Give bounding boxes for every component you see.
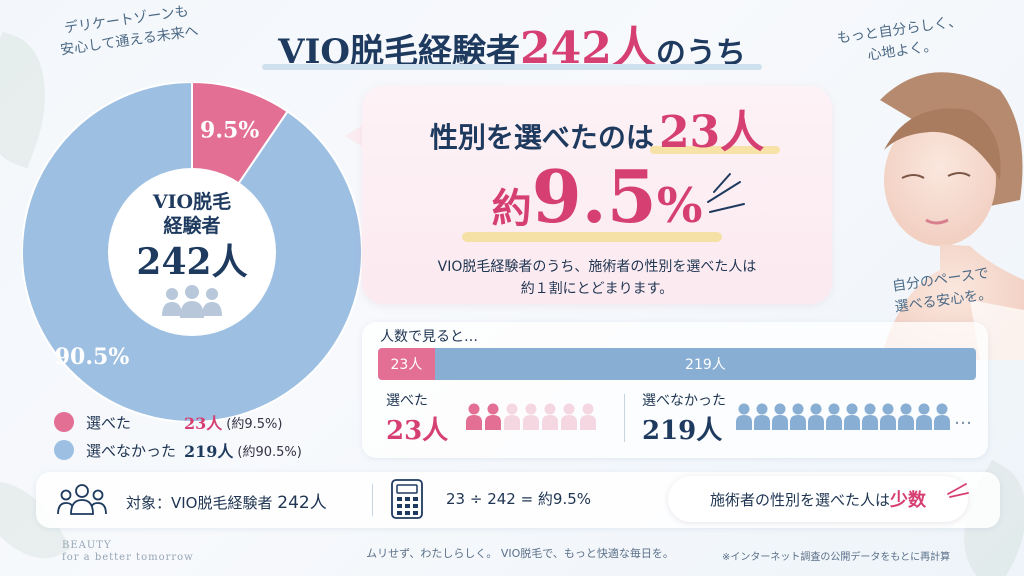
selected-people-icons — [466, 403, 596, 430]
person-icon — [826, 403, 842, 430]
people-group-icon — [162, 285, 222, 318]
legend-swatch — [54, 440, 74, 460]
source-note: ※インターネット調査の公開データをもとに再計算 — [722, 552, 951, 563]
person-icon — [934, 403, 950, 430]
panel-divider — [624, 394, 625, 442]
donut-hole — [108, 168, 276, 336]
bar-segment-selected: 23人 — [378, 348, 435, 380]
not-selected-label: 選べなかった — [642, 393, 726, 409]
summary-divider — [372, 484, 373, 516]
legend-item-not-selected: 選べなかった 219人 (約90.5%) — [54, 436, 354, 464]
person-icon — [561, 403, 577, 430]
person-icon — [736, 403, 752, 430]
legend-pct: (約90.5%) — [237, 444, 302, 460]
big-pct-underline — [462, 232, 722, 242]
big-pct-prefix: 約 — [491, 186, 532, 232]
target-count: 242人 — [277, 493, 327, 513]
bubble-tail — [345, 124, 365, 148]
legend-pct: (約9.5%) — [226, 416, 283, 432]
description-line: 約１割にとどまります。 — [520, 281, 674, 297]
donut-center-line1: VIO脱毛 — [152, 190, 231, 213]
selected-count: 23人 — [386, 416, 449, 446]
donut-slice-label: 90.5% — [55, 344, 130, 370]
big-percentage: 約9.5% — [362, 154, 832, 239]
legend-label: 選べなかった — [86, 441, 177, 460]
target-summary: 対象：VIO脱毛経験者 242人 — [126, 488, 327, 513]
legend-swatch — [54, 412, 74, 432]
person-icon — [580, 403, 596, 430]
donut-chart: 9.5% 90.5% VIO脱毛 経験者 242人 — [22, 82, 362, 422]
sparkle-lines-icon — [707, 173, 745, 213]
headline-text: 性別を選べたのは — [429, 121, 654, 154]
highlight-bubble — [362, 86, 832, 304]
person-icon — [808, 403, 824, 430]
brand-name: BEAUTY — [62, 540, 112, 551]
legend-count: 23人 — [184, 414, 223, 433]
legend-item-selected: 選べた 23人 (約9.5%) — [54, 408, 354, 436]
formula: 23 ÷ 242 = 約9.5% — [446, 490, 592, 508]
description: VIO脱毛経験者のうち、施術者の性別を選べた人は 約１割にとどまります。 — [362, 256, 832, 300]
headline: 性別を選べたのは 23人 — [362, 96, 832, 160]
donut-center-count: 242人 — [136, 241, 247, 283]
pill-emphasis: 少数 — [890, 490, 926, 511]
target-label: 対象：VIO脱毛経験者 — [126, 494, 273, 512]
selected-label: 選べた — [386, 393, 428, 409]
legend-label: 選べた — [86, 413, 132, 432]
title-underline — [262, 64, 762, 70]
donut-center-line2: 経験者 — [163, 214, 220, 237]
person-icon — [466, 403, 482, 430]
brand-tagline: for a better tomorrow — [62, 552, 194, 563]
people-outline-icon — [57, 484, 107, 515]
headline-count: 23人 — [658, 107, 765, 158]
person-icon — [898, 403, 914, 430]
stacked-bar: 23人 219人 — [378, 348, 976, 380]
page-title: VIO脱毛経験者242人のうち — [262, 12, 762, 74]
person-icon — [880, 403, 896, 430]
people-panel — [362, 322, 988, 458]
bar-segment-not-selected: 219人 — [434, 348, 976, 380]
donut-slice-label: 9.5% — [200, 118, 259, 144]
person-icon — [504, 403, 520, 430]
big-pct-number: 9.5 — [531, 154, 657, 239]
person-icon — [523, 403, 539, 430]
legend-count: 219人 — [184, 442, 234, 461]
big-pct-suffix: % — [656, 178, 703, 234]
person-icon — [790, 403, 806, 430]
person-icon — [844, 403, 860, 430]
person-icon — [916, 403, 932, 430]
description-line: VIO脱毛経験者のうち、施術者の性別を選べた人は — [437, 259, 757, 275]
pill-text: 施術者の性別を選べた人は — [709, 490, 890, 509]
person-icon — [485, 403, 501, 430]
conclusion-pill: 施術者の性別を選べた人は 少数 — [668, 476, 968, 522]
sparkle-lines-icon — [947, 483, 969, 498]
brand-logo: BEAUTY for a better tomorrow — [62, 540, 194, 564]
panel-title: 人数で見ると… — [380, 329, 478, 345]
chart-legend: 選べた 23人 (約9.5%) 選べなかった 219人 (約90.5%) — [54, 408, 354, 464]
person-icon — [754, 403, 770, 430]
not-selected-count: 219人 — [642, 416, 723, 446]
tagline-left: デリケートゾーンも 安心して通える未来へ — [26, 0, 230, 66]
calculator-icon — [391, 479, 423, 519]
not-selected-people-icons: … — [736, 403, 972, 430]
person-icon — [772, 403, 788, 430]
person-icon — [542, 403, 558, 430]
headline-underline — [650, 146, 780, 154]
people-ellipsis: … — [954, 408, 972, 429]
person-icon — [862, 403, 878, 430]
footer-message: ムリせず、わたしらしく。 VIO脱毛で、もっと快適な毎日を。 — [366, 547, 674, 560]
